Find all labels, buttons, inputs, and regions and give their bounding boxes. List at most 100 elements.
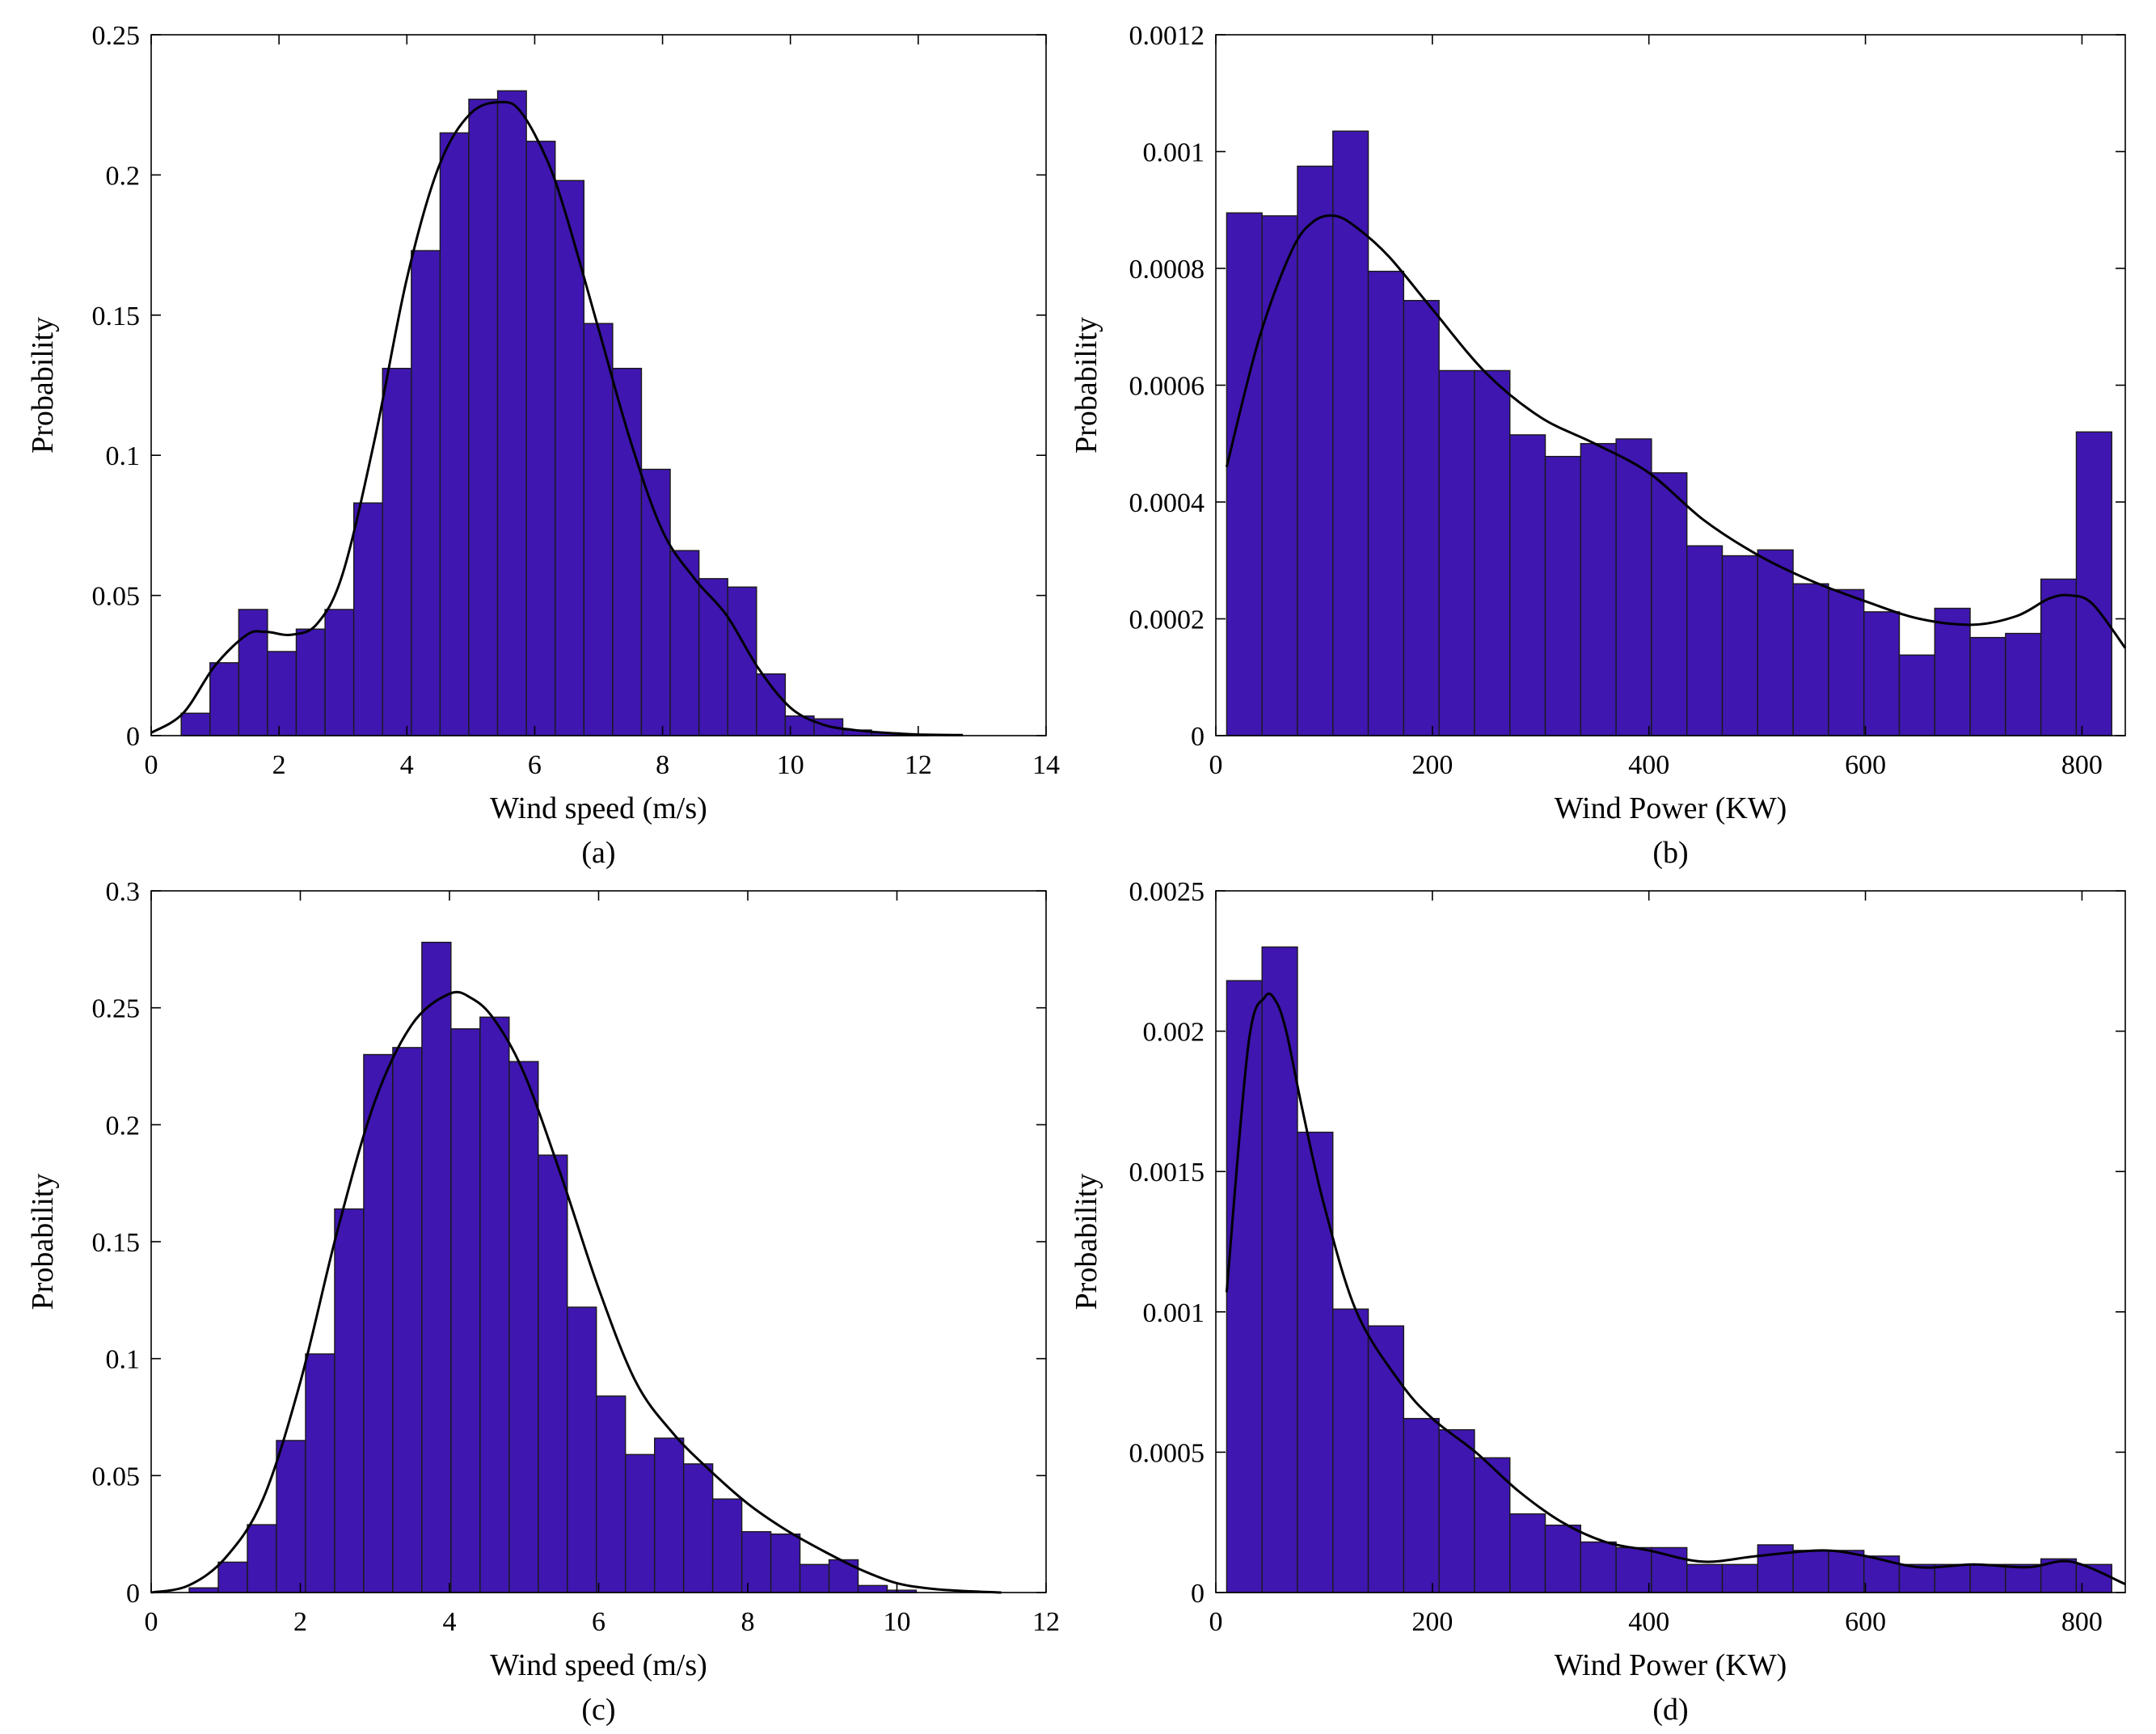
y-tick-label: 0.1: [106, 1345, 141, 1375]
histogram-bar: [640, 468, 671, 736]
histogram-bar: [756, 673, 787, 736]
plot-frame: [1215, 890, 2126, 1593]
x-tick-label: 0: [145, 750, 158, 780]
histogram-bar: [682, 1463, 714, 1593]
x-tick-label: 0: [1209, 1607, 1223, 1637]
histogram-bar: [555, 179, 585, 736]
histogram-bar: [1969, 1563, 2006, 1593]
histogram-bar: [247, 1524, 277, 1593]
histogram-bar: [382, 367, 412, 736]
y-tick-label: 0.2: [106, 1111, 141, 1141]
y-tick-label: 0: [126, 722, 140, 752]
y-tick-label: 0.1: [106, 441, 141, 471]
x-tick-label: 200: [1411, 750, 1453, 780]
histogram-bar: [1792, 1550, 1829, 1593]
fit-curve: [1225, 992, 2126, 1585]
y-tick-label: 0.05: [92, 582, 141, 612]
histogram-bar: [1792, 583, 1829, 736]
x-tick-label: 6: [592, 1607, 605, 1637]
y-tick-label: 0.0025: [1129, 877, 1205, 907]
histogram-bar: [727, 586, 757, 736]
y-tick-label: 0.0012: [1129, 21, 1205, 51]
x-tick-label: 12: [905, 750, 932, 780]
histogram-bar: [596, 1395, 627, 1593]
histogram-bar: [1969, 636, 2006, 736]
histogram-bar: [1438, 369, 1475, 736]
histogram-bar: [1297, 1131, 1334, 1593]
histogram-bar: [468, 99, 499, 736]
histogram-bar: [1651, 472, 1688, 736]
histogram-bar: [698, 578, 728, 736]
histogram-bar: [352, 502, 383, 736]
histogram-bar: [267, 651, 297, 736]
histogram-bar: [188, 1587, 219, 1593]
x-tick-label: 14: [1032, 750, 1060, 780]
y-tick-label: 0.0006: [1129, 372, 1205, 402]
histogram-bar: [1615, 438, 1652, 736]
histogram-bar: [612, 367, 643, 736]
x-tick-label: 6: [528, 750, 542, 780]
y-tick-label: 0.15: [92, 1228, 141, 1258]
histogram-bar: [363, 1053, 394, 1593]
x-tick-label: 800: [2061, 750, 2103, 780]
x-tick-label: 200: [1411, 1607, 1453, 1637]
x-axis-label: Wind speed (m/s): [490, 791, 707, 825]
histogram-bar: [1403, 1418, 1440, 1593]
plot-frame: [150, 34, 1047, 736]
histogram-bar: [1934, 1563, 1971, 1593]
y-tick-label: 0.0004: [1129, 488, 1205, 518]
histogram-bar: [496, 90, 527, 736]
histogram-bar: [1474, 369, 1511, 736]
histogram-bar: [1686, 1563, 1724, 1593]
y-axis-label: Probability: [1070, 1174, 1103, 1310]
y-tick-label: 0.2: [106, 161, 141, 191]
chart-panel-c: 0 2 4 6 8 10 12 0 0.05 0.1 0.15 0.2 0.25 0.3 Wind spee…: [26, 877, 1060, 1727]
histogram-bar: [1367, 270, 1405, 736]
histogram-bar: [1261, 946, 1298, 1593]
panel-caption: (b): [1652, 836, 1688, 870]
x-tick-label: 4: [443, 1607, 457, 1637]
histogram-bar: [625, 1453, 656, 1593]
histogram-bar: [305, 1353, 335, 1593]
x-tick-label: 10: [777, 750, 804, 780]
x-tick-label: 600: [1845, 1607, 1886, 1637]
chart-panel-b: 0 200 400 600 800 0 0.0002 0.0004 0.0006 0.0008 0.…: [1070, 21, 2127, 870]
y-tick-label: 0.0008: [1129, 255, 1205, 285]
histogram-bar: [209, 662, 240, 736]
x-axis-label: Wind speed (m/s): [490, 1648, 707, 1682]
histogram-bar: [770, 1533, 801, 1593]
histogram-bar: [180, 712, 211, 736]
histogram-bar: [2040, 578, 2078, 736]
x-tick-label: 400: [1628, 1607, 1669, 1637]
x-tick-label: 8: [656, 750, 669, 780]
histogram-bar: [1474, 1457, 1511, 1593]
fit-curve: [150, 100, 964, 736]
histogram-bar: [334, 1208, 365, 1593]
x-tick-label: 2: [293, 1607, 307, 1637]
fit-curve: [150, 990, 1002, 1594]
histogram-bar: [238, 609, 268, 736]
y-tick-label: 0.0005: [1129, 1438, 1205, 1468]
y-axis-label: Probability: [26, 317, 60, 454]
histogram-bar: [740, 1531, 772, 1593]
x-tick-label: 800: [2061, 1607, 2103, 1637]
y-tick-label: 0.15: [92, 302, 141, 331]
histogram-bar: [324, 609, 355, 736]
y-tick-label: 0.001: [1143, 1298, 1205, 1328]
y-tick-label: 0: [126, 1579, 140, 1609]
histogram-bar: [1367, 1325, 1405, 1593]
histogram-bar: [450, 1028, 481, 1593]
histogram-bar: [1261, 215, 1298, 736]
histogram-bar: [1438, 1428, 1475, 1593]
y-tick-label: 0.05: [92, 1462, 141, 1491]
y-tick-label: 0.002: [1143, 1018, 1205, 1048]
x-tick-label: 8: [741, 1607, 755, 1637]
histogram-bar: [567, 1306, 597, 1593]
histogram-bar: [411, 250, 441, 736]
histogram-bar: [392, 1047, 423, 1593]
y-tick-label: 0: [1191, 1579, 1205, 1609]
y-tick-label: 0.25: [92, 21, 141, 51]
x-axis-label: Wind Power (KW): [1555, 791, 1787, 825]
histogram-bar: [799, 1563, 830, 1593]
histogram-bar: [2005, 1563, 2042, 1593]
